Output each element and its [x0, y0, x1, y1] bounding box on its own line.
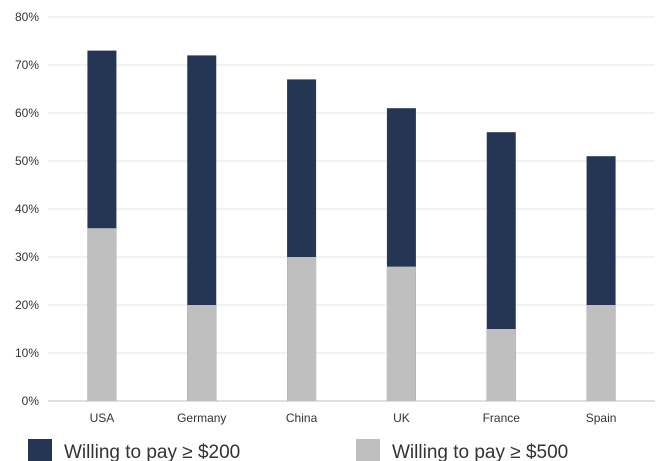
bars — [87, 50, 616, 402]
y-axis: 0% 10% 20% 30% 40% 50% 60% 70% 80% — [15, 10, 39, 408]
y-tick-label: 80% — [15, 10, 39, 24]
x-tick-label: USA — [90, 411, 115, 425]
y-tick-label: 10% — [15, 346, 39, 360]
bar-usa-series-2 — [87, 228, 117, 401]
bar-germany-series-2 — [187, 305, 217, 401]
x-tick-label: Germany — [177, 411, 226, 425]
y-tick-label: 50% — [15, 154, 39, 168]
y-tick-label: 20% — [15, 298, 39, 312]
legend-swatch-series-2 — [356, 439, 380, 461]
bar-spain-series-2 — [586, 305, 616, 401]
legend-label-series-1: Willing to pay ≥ $200 — [64, 442, 240, 461]
y-tick-label: 40% — [15, 202, 39, 216]
y-tick-label: 0% — [22, 394, 40, 408]
x-axis: USA Germany China UK France Spain — [90, 411, 617, 425]
bar-uk-series-2 — [386, 266, 416, 401]
legend-label-series-2: Willing to pay ≥ $500 — [392, 442, 568, 461]
bar-france-series-2 — [486, 329, 516, 401]
y-tick-label: 70% — [15, 58, 39, 72]
y-tick-label: 30% — [15, 250, 39, 264]
legend-swatch-series-1 — [28, 439, 52, 461]
gridlines — [48, 16, 655, 402]
x-tick-label: UK — [393, 411, 410, 425]
x-tick-label: Spain — [586, 411, 617, 425]
y-tick-label: 60% — [15, 106, 39, 120]
x-tick-label: China — [286, 411, 318, 425]
x-tick-label: France — [483, 411, 521, 425]
legend: Willing to pay ≥ $200 Willing to pay ≥ $… — [28, 439, 568, 461]
bar-china-series-2 — [287, 257, 317, 401]
